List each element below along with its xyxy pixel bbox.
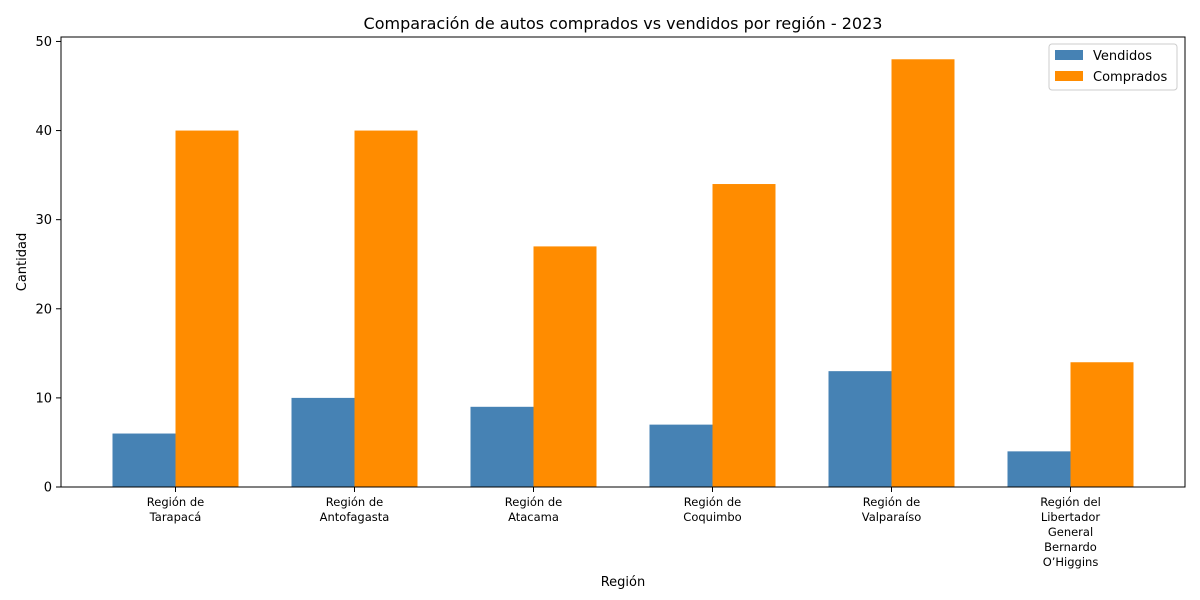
y-tick-label: 10: [35, 391, 52, 406]
bar-vendidos-0: [112, 433, 176, 487]
x-tick-label: Región de Atacama: [505, 495, 562, 524]
x-tick-label: Región de Tarapacá: [147, 495, 204, 524]
chart-title: Comparación de autos comprados vs vendid…: [364, 14, 883, 33]
y-axis: 0 10 20 30 40 50: [35, 35, 61, 496]
x-tick-label: Región de Coquimbo: [683, 495, 741, 524]
y-axis-label: Cantidad: [15, 233, 30, 291]
legend-swatch-comprados: [1055, 71, 1083, 81]
bar-vendidos-3: [649, 424, 713, 487]
legend-label-vendidos: Vendidos: [1093, 49, 1152, 64]
x-tick-label: Región de Antofagasta: [320, 495, 390, 524]
y-tick-label: 40: [35, 124, 52, 139]
x-tick-label: Región del Libertador General Bernardo O’Hig…: [1040, 495, 1101, 569]
y-tick-label: 0: [44, 481, 52, 496]
legend: Vendidos Comprados: [1048, 43, 1178, 91]
bar-vendidos-1: [291, 397, 355, 487]
bar-comprados-2: [533, 246, 597, 487]
y-tick-label: 20: [35, 302, 52, 317]
legend-swatch-vendidos: [1055, 50, 1083, 60]
x-axis-label: Región: [601, 575, 646, 590]
bar-comprados-3: [712, 184, 776, 487]
x-axis: Región de Tarapacá Región de Antofagasta Reg…: [147, 487, 1101, 569]
bar-vendidos-5: [1007, 451, 1071, 487]
bar-comprados-0: [175, 130, 239, 487]
y-tick-label: 30: [35, 213, 52, 228]
bar-vendidos-4: [828, 371, 892, 487]
legend-label-comprados: Comprados: [1093, 70, 1167, 85]
bar-comprados-1: [354, 130, 418, 487]
bar-vendidos-2: [470, 406, 534, 487]
plot-frame: [60, 36, 1186, 488]
bars-group: [112, 59, 1134, 488]
x-tick-label: Región de Valparaíso: [862, 495, 922, 524]
y-tick-label: 50: [35, 35, 52, 50]
bar-comprados-5: [1070, 362, 1134, 487]
bar-comprados-4: [891, 59, 955, 488]
